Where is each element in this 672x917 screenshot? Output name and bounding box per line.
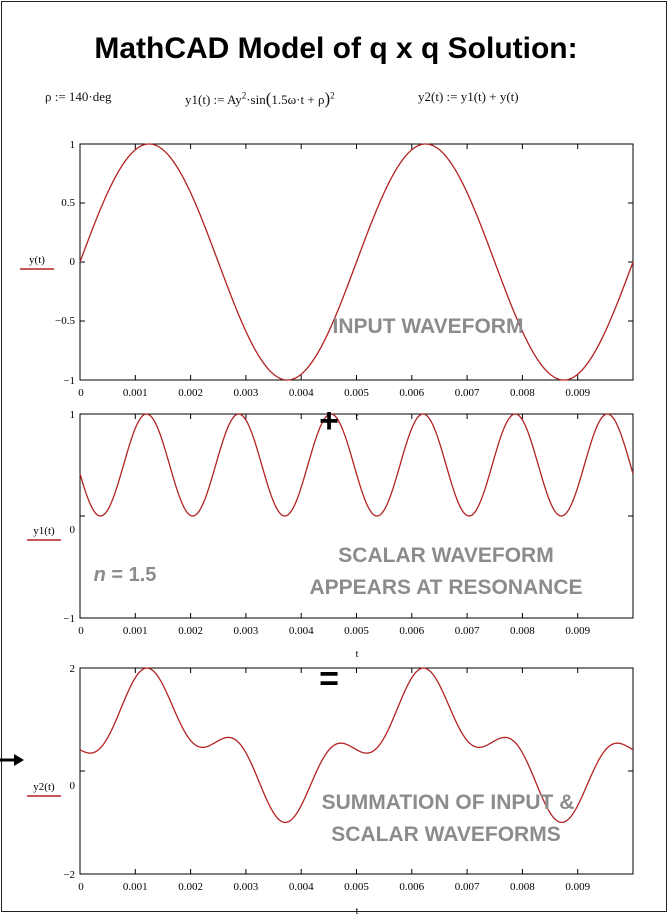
x-tick-label: 0.008 [510,387,535,399]
x-tick-label: 0.007 [455,881,480,893]
x-tick-label: 0.002 [178,387,203,399]
y-tick-label: 1 [70,409,76,421]
x-tick-label: 0.003 [234,881,259,893]
x-tick-label: 0.008 [510,625,535,637]
equation-y1-mid: ·sin [246,92,266,107]
annotation-label: INPUT WAVEFORM [333,315,524,338]
x-axis-label: t [356,649,359,660]
x-tick-label: 0 [78,387,84,399]
x-tick-label: 0.006 [399,387,424,399]
series-line-1 [79,143,634,381]
equation-y1-prefix: y1(t) := Ay [185,92,242,107]
y-tick-label: 0 [70,524,76,536]
x-tick-label: 0.007 [455,625,480,637]
equation-y1-square: 2 [330,90,335,101]
y-tick-label: 0 [70,780,76,792]
series-line-3 [79,667,634,824]
equation-y1-exponent: 2 [241,90,247,101]
x-tick-label: 0.005 [344,387,369,399]
arrow-icon [14,754,24,766]
y-axis-label: y2(t) [33,781,55,793]
y-tick-label: 1 [70,139,76,151]
equation-y1-paren-open: ( [265,89,272,108]
y-tick-label: −1 [63,613,75,625]
plus-operator: + [319,402,339,440]
x-tick-label: 0.006 [399,625,424,637]
x-tick-label: 0.003 [234,625,259,637]
x-axis-label: t [356,906,359,917]
equation-y1-paren-close: ) [324,89,331,108]
x-tick-label: 0.007 [455,387,480,399]
equation-rho: ρ := 140·deg [45,89,112,104]
y-tick-label: 2 [70,663,76,675]
x-tick-label: 0.004 [289,881,314,893]
annotation-label: SCALAR WAVEFORM [338,544,553,567]
annotation-n-value: n = 1.5 [94,564,157,586]
x-tick-label: 0.006 [399,881,424,893]
x-tick-label: 0.008 [510,881,535,893]
annotation-label: SUMMATION OF INPUT & [322,791,575,814]
x-tick-label: 0 [78,625,84,637]
series-line-2 [79,413,634,517]
equals-operator: = [319,660,339,698]
y-axis-label: y(t) [29,254,45,266]
y-tick-label: −2 [63,869,75,881]
x-tick-label: 0.004 [289,387,314,399]
x-tick-label: 0.001 [123,625,148,637]
annotation-label: APPEARS AT RESONANCE [309,576,582,599]
x-tick-label: 0.004 [289,625,314,637]
y-tick-label: −1 [63,375,75,387]
equation-y1-arg: 1.5ω·t + ρ [271,92,325,107]
x-tick-label: 0.002 [178,881,203,893]
x-tick-label: 0.009 [565,387,590,399]
page-title: MathCAD Model of q x q Solution: [94,32,578,65]
y-axis-label: y1(t) [33,525,55,537]
x-tick-label: 0.005 [344,625,369,637]
equation-y2: y2(t) := y1(t) + y(t) [418,89,519,104]
x-tick-label: 0.003 [234,387,259,399]
x-tick-label: 0.001 [123,881,148,893]
x-tick-label: 0.005 [344,881,369,893]
y-tick-label: 0.5 [61,197,75,209]
y-tick-label: 0 [70,256,76,268]
y-tick-label: −0.5 [55,315,75,327]
x-tick-label: 0 [78,881,84,893]
x-tick-label: 0.009 [565,881,590,893]
x-axis-label: t [356,412,359,423]
annotation-label: SCALAR WAVEFORMS [331,823,560,846]
equation-y1: y1(t) := Ay2·sin(1.5ω·t + ρ)2 [185,89,335,109]
x-tick-label: 0.009 [565,625,590,637]
x-tick-label: 0.002 [178,625,203,637]
x-tick-label: 0.001 [123,387,148,399]
